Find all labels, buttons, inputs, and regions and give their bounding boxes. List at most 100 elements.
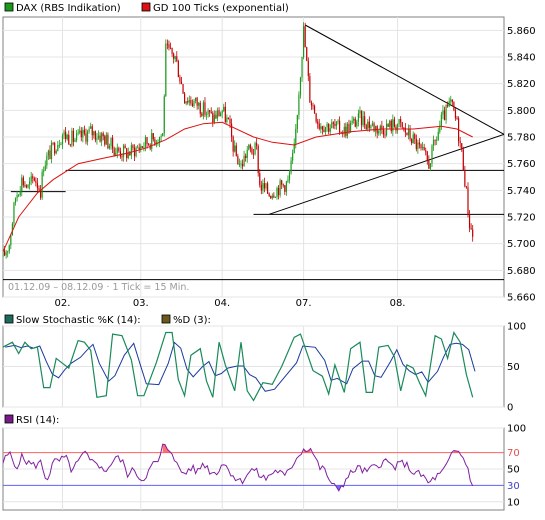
candle-body <box>415 138 417 150</box>
main-y-tick-label: 5.780 <box>507 133 536 144</box>
candle-body <box>378 130 380 134</box>
candle-body <box>392 119 394 132</box>
stoch-y-tick-label: 100 <box>507 322 526 333</box>
candle-body <box>362 116 364 126</box>
candle-body <box>160 136 162 137</box>
candle-body <box>276 187 278 198</box>
candle-body <box>315 113 317 122</box>
candle-body <box>303 26 305 57</box>
candle-body <box>133 147 136 157</box>
candle-body <box>215 114 217 119</box>
candle-body <box>281 180 283 185</box>
candle-body <box>465 186 468 188</box>
candle-body <box>204 102 206 115</box>
candle-body <box>207 110 209 115</box>
candle-body <box>367 121 369 130</box>
main-y-tick-label: 5.740 <box>507 186 536 197</box>
candle-body <box>243 155 245 167</box>
candle-body <box>24 185 26 187</box>
candle-body <box>387 124 389 127</box>
candle-body <box>332 122 334 124</box>
candle-body <box>209 110 211 112</box>
candle-body <box>49 150 51 160</box>
candle-body <box>417 142 419 150</box>
candle-body <box>151 133 153 149</box>
candle-body <box>453 102 455 111</box>
candle-body <box>306 47 308 61</box>
candle-body <box>30 176 32 182</box>
candle-body <box>451 99 453 103</box>
candle-body <box>323 129 325 133</box>
candle-body <box>401 122 403 128</box>
candle-body <box>260 184 262 191</box>
candle-body <box>245 155 247 158</box>
candle-body <box>412 134 414 144</box>
candle-body <box>39 190 42 198</box>
candle-body <box>270 196 272 199</box>
candle-body <box>459 141 461 144</box>
candle-body <box>174 56 176 59</box>
candle-body <box>381 125 383 130</box>
candle-body <box>38 188 40 191</box>
dax-legend-swatch <box>4 2 14 12</box>
main-y-tick-label: 5.720 <box>507 213 536 224</box>
candle-body <box>423 147 425 151</box>
candle-body <box>96 138 98 140</box>
main-x-tick-label: 08. <box>390 298 406 309</box>
candle-body <box>27 184 29 188</box>
candle-body <box>223 106 225 111</box>
candle-body <box>191 103 194 106</box>
candle-body <box>66 134 68 140</box>
candle-body <box>426 151 428 160</box>
candle-body <box>349 123 352 133</box>
candle-body <box>166 43 168 45</box>
stoch-d-legend-label: %D (3): <box>173 315 211 326</box>
candle-body <box>290 160 292 173</box>
candle-body <box>371 123 374 126</box>
candle-body <box>5 252 7 256</box>
candle-body <box>176 56 178 62</box>
candle-body <box>342 133 344 135</box>
candle-body <box>60 143 62 145</box>
candle-body <box>251 148 253 154</box>
candle-body <box>91 126 93 136</box>
candle-body <box>299 77 302 95</box>
candle-body <box>29 181 31 185</box>
candle-body <box>185 101 187 104</box>
candle-body <box>356 121 358 127</box>
candle-body <box>71 130 73 146</box>
candle-body <box>461 143 463 150</box>
stoch-k-legend-swatch <box>4 314 14 324</box>
candle-body <box>83 129 86 134</box>
candle-body <box>248 144 250 150</box>
candle-body <box>32 176 34 179</box>
candle-body <box>407 128 410 136</box>
resistance-trend-line <box>304 24 504 135</box>
candle-body <box>152 133 154 140</box>
candle-body <box>68 134 70 145</box>
candle-body <box>240 163 242 165</box>
candle-body <box>122 145 125 157</box>
candle-body <box>277 187 280 196</box>
candle-body <box>55 150 57 154</box>
candle-body <box>467 187 469 215</box>
rsi-y-tick-label: 100 <box>507 424 526 435</box>
candle-body <box>436 139 438 141</box>
candle-body <box>61 135 64 144</box>
candle-body <box>116 147 118 153</box>
candle-body <box>368 121 370 128</box>
candle-body <box>379 125 381 131</box>
stoch-d-legend-swatch <box>161 314 171 324</box>
candle-body <box>179 77 181 82</box>
candle-body <box>262 183 264 191</box>
candle-body <box>173 53 175 59</box>
candle-body <box>148 144 150 145</box>
candle-body <box>33 178 35 181</box>
candle-body <box>72 130 75 142</box>
candle-body <box>414 134 416 139</box>
dax-legend-label: DAX (RBS Indikation) <box>16 3 121 14</box>
candle-body <box>180 81 183 85</box>
candle-body <box>221 110 223 114</box>
candle-body <box>337 120 339 122</box>
stoch-y-ticks: 100 50 0 <box>507 322 526 414</box>
